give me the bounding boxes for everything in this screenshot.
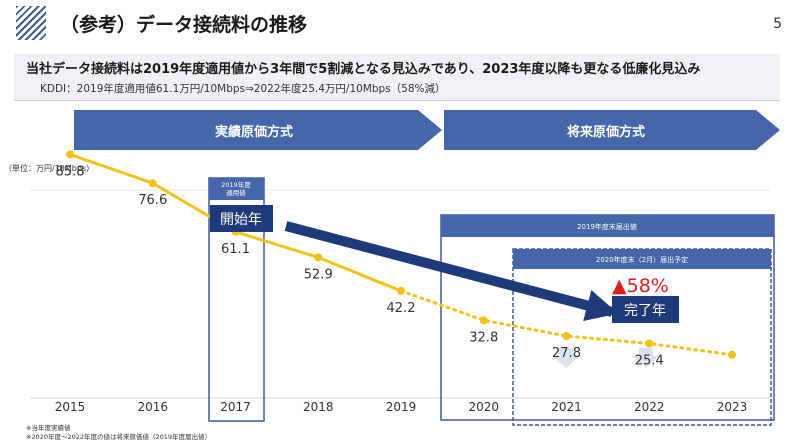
down-arrow-2022 [632, 348, 660, 368]
phase-arrow-actual [74, 110, 442, 150]
x-tick-2021: 2021 [551, 400, 582, 414]
start-year-badge [210, 205, 273, 232]
filed-2019-box [440, 214, 775, 421]
series-line-future [399, 289, 734, 357]
end-year-badge [612, 296, 679, 323]
planned-2020-box-label: 2020年度末（2月）届出予定 [596, 255, 688, 264]
x-tick-2023: 2023 [717, 400, 748, 414]
phase-arrow-future [444, 110, 780, 150]
data-point-2022 [645, 339, 654, 348]
page-title: （参考）データ接続料の推移 [60, 14, 308, 36]
value-label-2019: 42.2 [387, 301, 416, 316]
value-label-2020: 32.8 [469, 330, 498, 345]
value-label-2017: 61.1 [221, 242, 250, 257]
value-label-2022: 25.4 [635, 353, 664, 368]
data-point-2019 [397, 286, 405, 295]
x-tick-2016: 2016 [137, 400, 168, 414]
phase-label-actual: 実績原価方式 [215, 124, 293, 140]
applied-value-box-label: 2019年度適用値 [221, 180, 251, 197]
start-year-label: 開始年 [220, 212, 262, 228]
x-tick-2019: 2019 [386, 400, 417, 414]
footnote-1: ※当年度実績値 [26, 423, 71, 432]
value-label-2021: 27.8 [552, 346, 581, 361]
phase-label-future: 将来原価方式 [567, 124, 645, 140]
reduction-arrow [284, 221, 619, 321]
x-tick-2020: 2020 [468, 400, 499, 414]
data-point-2015 [66, 150, 74, 159]
value-label-2015: 85.8 [56, 164, 85, 179]
value-label-2016: 76.6 [138, 193, 167, 208]
data-point-2018 [314, 253, 323, 262]
title-hatch-decoration [16, 6, 46, 40]
footnote-2: ※2020年度～2022年度の値は将来原価値（2019年度届出値） [26, 432, 211, 441]
filed-2019-box-label: 2019年度末届出値 [577, 222, 637, 231]
summary-main-text: 当社データ接続料は2019年度適用値から3年間で5割減となる見込みであり、202… [26, 62, 701, 77]
data-point-2016 [148, 179, 157, 188]
data-point-2020 [479, 316, 488, 325]
down-arrow-2021 [552, 348, 580, 368]
data-point-2021 [562, 331, 571, 340]
page-number: 5 [773, 16, 782, 32]
x-tick-2018: 2018 [303, 400, 334, 414]
value-label-2018: 52.9 [304, 267, 333, 282]
summary-box: 当社データ接続料は2019年度適用値から3年間で5割減となる見込みであり、202… [14, 54, 780, 101]
reduction-percent: ▲58% [612, 275, 669, 297]
summary-sub-text: KDDI：2019年度適用値61.1万円/10Mbps⇒2022年度25.4万円… [40, 83, 446, 95]
x-tick-2015: 2015 [55, 400, 86, 414]
unit-label: （単位：万円/10Mbps） [4, 163, 94, 173]
data-point-2023 [728, 350, 736, 359]
x-tick-2022: 2022 [634, 400, 665, 414]
x-tick-2017: 2017 [220, 400, 251, 414]
end-year-label: 完了年 [624, 303, 666, 319]
